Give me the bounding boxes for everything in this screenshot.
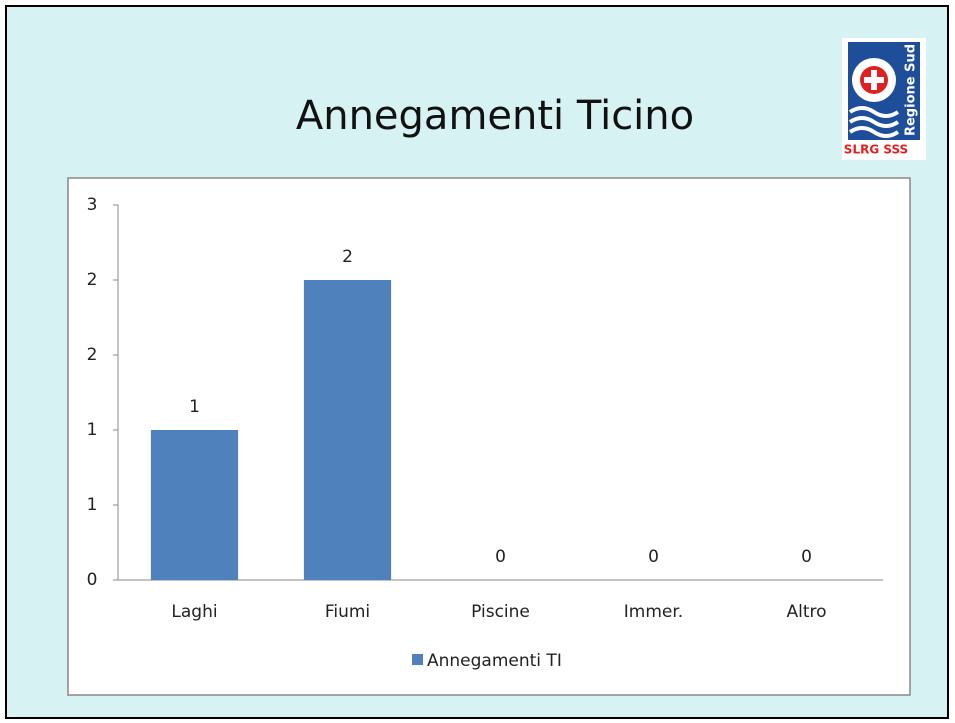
x-tick-label: Piscine xyxy=(471,602,530,622)
data-label: 0 xyxy=(648,547,659,567)
data-label: 2 xyxy=(342,247,353,267)
x-tick-label: Altro xyxy=(786,602,826,622)
bar xyxy=(303,280,392,580)
y-tick-label: 2 xyxy=(87,345,98,365)
y-tick-label: 3 xyxy=(87,195,98,215)
y-tick-label: 2 xyxy=(87,270,98,290)
data-label: 1 xyxy=(189,397,200,417)
logo-waves xyxy=(848,106,900,138)
data-label: 0 xyxy=(801,547,812,567)
legend-swatch xyxy=(412,654,423,665)
x-tick-label: Laghi xyxy=(171,602,217,622)
logo-name: SLRG SSS xyxy=(844,143,908,157)
chart-title: Annegamenti Ticino xyxy=(296,93,694,139)
x-tick-label: Fiumi xyxy=(325,602,370,622)
logo: SLRG SSS Regione Sud xyxy=(842,38,926,160)
x-tick-label: Immer. xyxy=(624,602,683,622)
logo-region: Regione Sud xyxy=(904,44,919,136)
logo-cross xyxy=(864,77,884,83)
y-tick-label: 1 xyxy=(87,420,98,440)
data-label: 0 xyxy=(495,547,506,567)
legend-label: Annegamenti TI xyxy=(427,651,562,671)
y-tick-label: 1 xyxy=(87,495,98,515)
bar xyxy=(150,430,239,580)
y-tick-label: 0 xyxy=(87,570,98,590)
